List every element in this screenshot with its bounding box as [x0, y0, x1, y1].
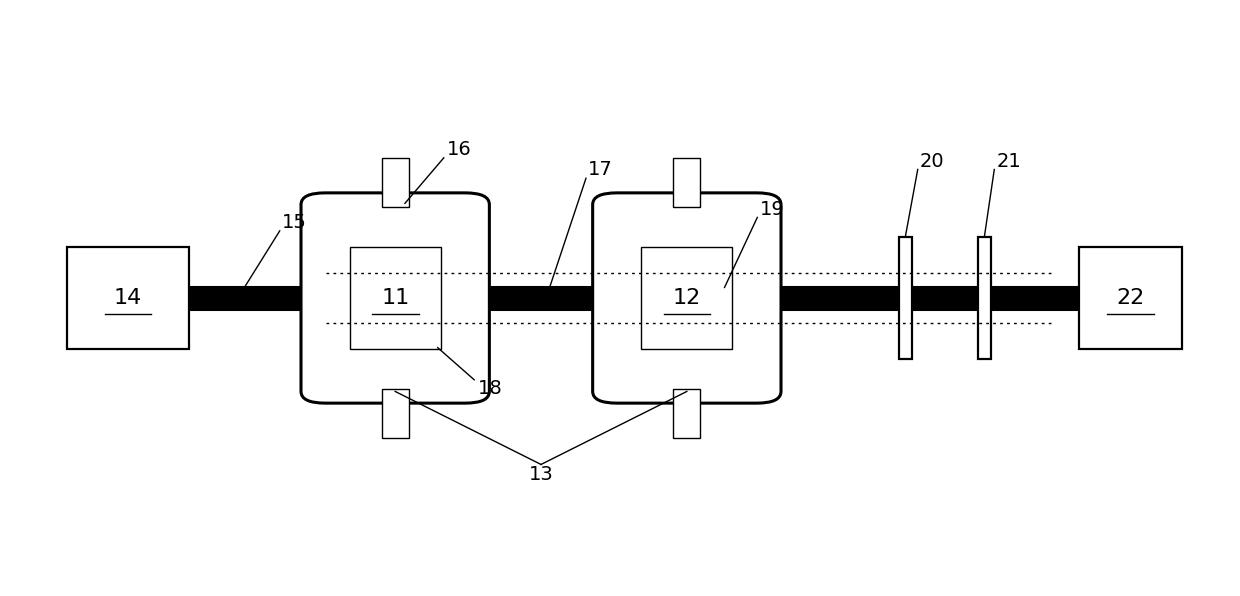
Bar [382, 389, 408, 438]
Bar [641, 247, 733, 349]
Text: 21: 21 [997, 153, 1022, 172]
Bar [673, 389, 701, 438]
Text: 11: 11 [381, 288, 409, 308]
Text: 18: 18 [477, 379, 502, 398]
Text: 12: 12 [673, 288, 701, 308]
Bar [382, 158, 408, 207]
FancyBboxPatch shape [593, 193, 781, 403]
FancyBboxPatch shape [301, 193, 490, 403]
Text: 13: 13 [528, 465, 553, 485]
Bar [350, 247, 440, 349]
Text: 19: 19 [760, 200, 784, 219]
Text: 16: 16 [448, 139, 472, 159]
Bar [67, 247, 188, 349]
Bar [978, 237, 991, 359]
Text: 22: 22 [1116, 288, 1145, 308]
Bar [899, 237, 913, 359]
Text: 15: 15 [281, 213, 306, 232]
Bar [673, 158, 701, 207]
Bar [1079, 247, 1182, 349]
Text: 20: 20 [920, 153, 945, 172]
Text: 17: 17 [588, 160, 613, 179]
Text: 14: 14 [114, 288, 141, 308]
